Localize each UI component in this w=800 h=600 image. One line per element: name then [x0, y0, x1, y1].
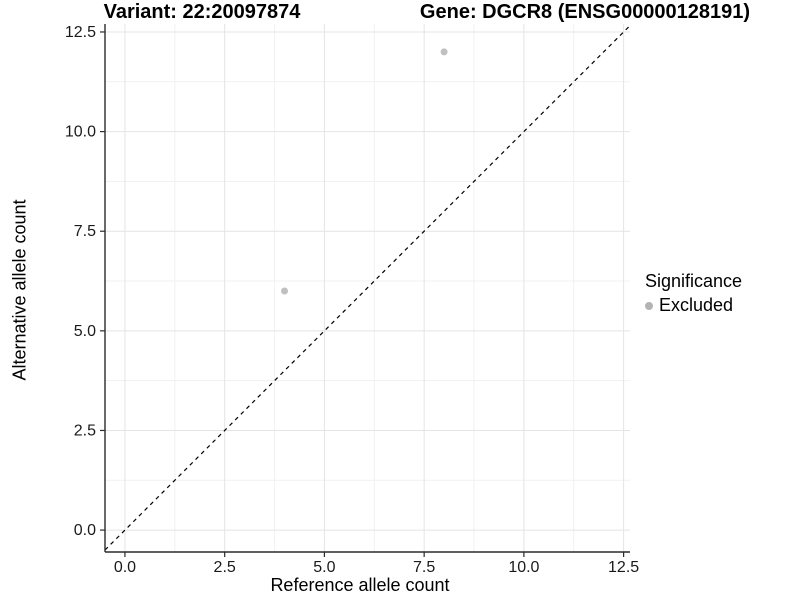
y-axis-label: Alternative allele count — [9, 199, 30, 381]
x-tick-label: 12.5 — [608, 559, 639, 576]
x-axis-label: Reference allele count — [270, 575, 450, 595]
y-tick-label: 12.5 — [65, 24, 96, 41]
x-tick-label: 10.0 — [508, 559, 539, 576]
y-tick-label: 10.0 — [65, 124, 96, 141]
legend-item-excluded: Excluded — [645, 295, 742, 316]
identity-line — [104, 25, 631, 551]
gene-title: Gene: DGCR8 (ENSG00000128191) — [419, 1, 751, 23]
excluded-marker-icon — [645, 301, 653, 310]
legend-title: Significance — [645, 271, 743, 291]
x-tick-label: 5.0 — [313, 559, 335, 576]
y-tick-label: 7.5 — [74, 223, 96, 240]
x-tick-label: 0.0 — [114, 559, 136, 576]
x-tick-label: 2.5 — [214, 559, 236, 576]
y-tick-label: 0.0 — [74, 522, 96, 539]
x-tick-label: 7.5 — [413, 559, 435, 576]
data-point — [281, 287, 289, 295]
data-point — [440, 48, 448, 56]
legend-item-label: Excluded — [659, 295, 734, 315]
legend: Significance Excluded — [645, 271, 742, 316]
y-tick-label: 2.5 — [74, 422, 96, 439]
variant-title: Variant: 22:20097874 — [103, 1, 301, 23]
y-tick-label: 5.0 — [74, 323, 96, 340]
